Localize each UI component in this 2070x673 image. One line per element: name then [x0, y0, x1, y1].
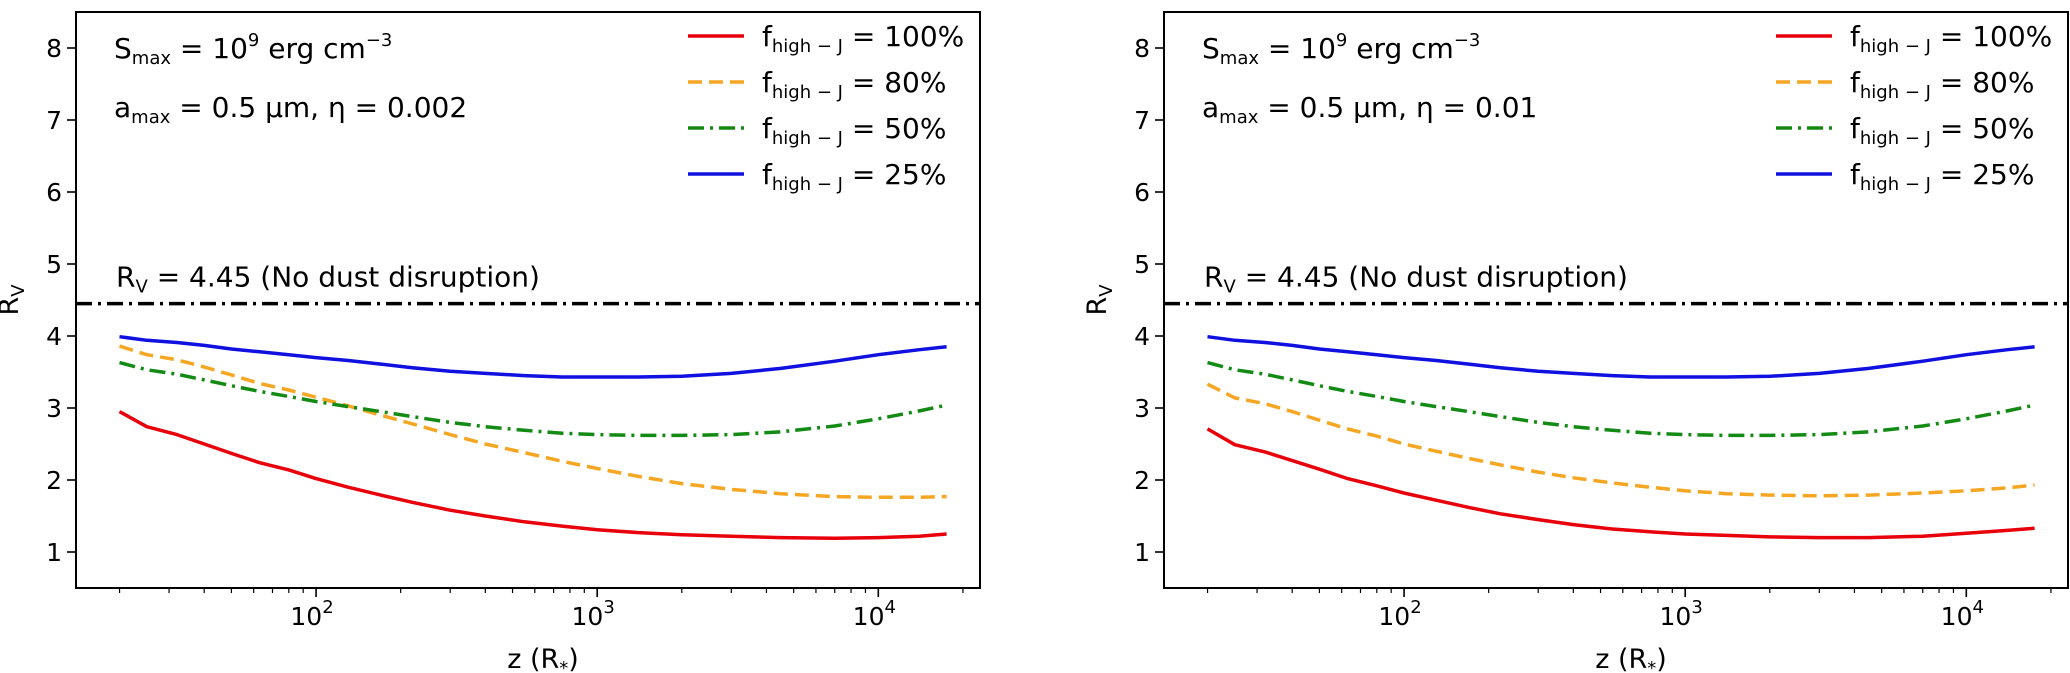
series-line-80pct [1206, 382, 2035, 498]
y-tick-label: 8 [1134, 34, 1150, 63]
x-axis-label: z (R*) [507, 644, 579, 673]
y-tick-label: 5 [1134, 250, 1150, 279]
y-tick-label: 6 [1134, 178, 1150, 207]
legend-label: fhigh − J = 100% [762, 20, 964, 57]
series-line-100pct [1206, 427, 2035, 540]
baseline-annotation: RV = 4.45 (No dust disruption) [1204, 261, 1628, 298]
x-tick-label: 104 [1941, 597, 1984, 631]
y-axis-label: RV [1082, 284, 1117, 316]
y-tick-label: 4 [1134, 322, 1150, 351]
y-tick-label: 7 [1134, 106, 1150, 135]
chart-panel-left: 1 2 3 4 5 6 7 8 102 103 104 z (R*) RV RV = 4.45 (No d… [0, 11, 981, 673]
legend-label: fhigh − J = 25% [1850, 158, 2034, 195]
y-tick-label: 6 [46, 178, 62, 207]
legend: fhigh − J = 100% fhigh − J = 80% fhigh − J… [1776, 20, 2052, 195]
legend-label: fhigh − J = 80% [1850, 66, 2034, 103]
y-tick-label: 1 [46, 538, 62, 567]
smax-annotation: Smax = 109 erg cm−3 [114, 30, 392, 69]
legend-label: fhigh − J = 80% [762, 66, 946, 103]
chart-panel-right: 1 2 3 4 5 6 7 8 102 103 104 z (R*) RV RV = 4.45 (No d… [1082, 11, 2069, 673]
series-line-50pct [1207, 360, 2035, 438]
y-tick-label: 5 [46, 250, 62, 279]
axes-frame [1163, 11, 2069, 589]
legend-label: fhigh − J = 50% [762, 112, 946, 149]
baseline-annotation: RV = 4.45 (No dust disruption) [116, 261, 540, 298]
params-annotation: amax = 0.5 μm, η = 0.01 [1202, 91, 1537, 128]
x-tick-label: 102 [1378, 597, 1421, 631]
y-tick-label: 2 [1134, 466, 1150, 495]
x-tick-label: 103 [1660, 597, 1703, 631]
series-line-50pct [119, 360, 947, 438]
series-line-80pct [118, 344, 947, 500]
y-tick-label: 2 [46, 466, 62, 495]
y-tick-label: 3 [1134, 394, 1150, 423]
smax-annotation: Smax = 109 erg cm−3 [1202, 30, 1480, 69]
x-tick-label: 103 [572, 597, 615, 631]
y-tick-label: 8 [46, 34, 62, 63]
y-tick-label: 4 [46, 322, 62, 351]
series-line-100pct [118, 410, 947, 541]
series-line-25pct [1207, 334, 2035, 379]
y-tick-label: 7 [46, 106, 62, 135]
x-tick-label: 104 [853, 597, 896, 631]
legend: fhigh − J = 100% fhigh − J = 80% fhigh − J… [688, 20, 964, 195]
legend-label: fhigh − J = 100% [1850, 20, 2052, 57]
series-line-25pct [119, 334, 947, 379]
y-tick-label: 1 [1134, 538, 1150, 567]
axes-frame [75, 11, 981, 589]
y-tick-label: 3 [46, 394, 62, 423]
legend-label: fhigh − J = 50% [1850, 112, 2034, 149]
params-annotation: amax = 0.5 μm, η = 0.002 [114, 91, 467, 128]
legend-label: fhigh − J = 25% [762, 158, 946, 195]
x-axis-label: z (R*) [1595, 644, 1667, 673]
x-tick-label: 102 [290, 597, 333, 631]
y-axis-label: RV [0, 284, 29, 316]
